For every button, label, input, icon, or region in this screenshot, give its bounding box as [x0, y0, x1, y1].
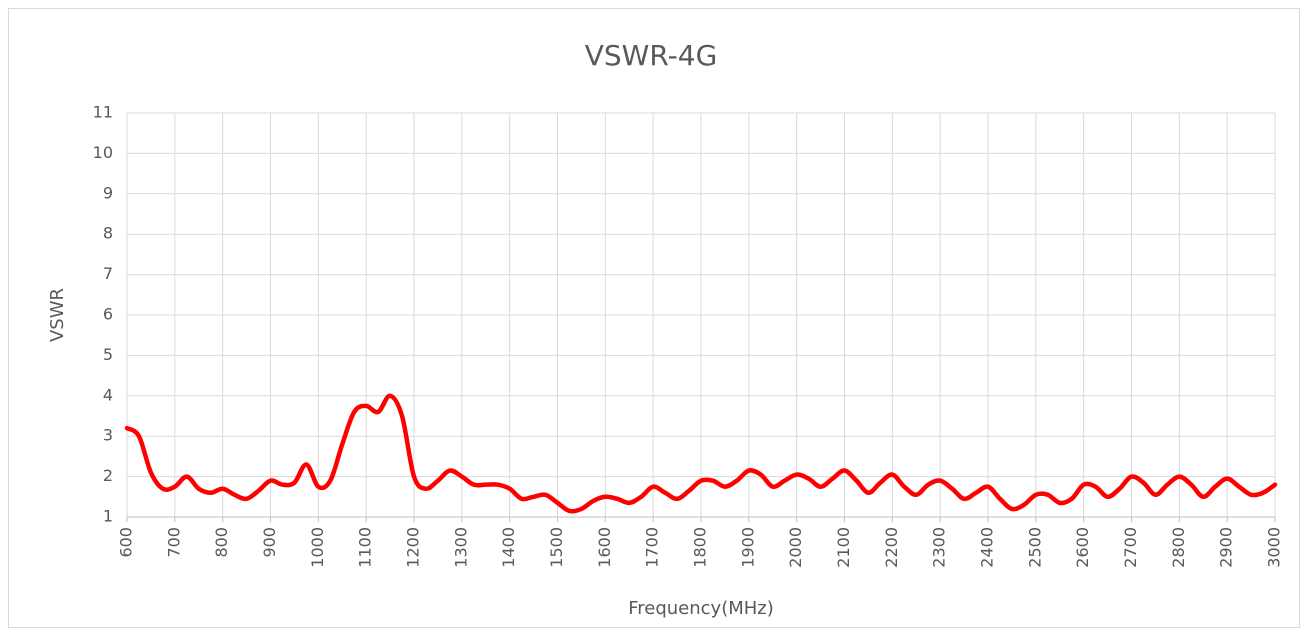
x-tick-label: 1700	[643, 527, 662, 568]
x-tick-label: 2000	[786, 527, 805, 568]
x-tick-label: 2600	[1073, 527, 1092, 568]
y-axis-label: VSWR	[47, 288, 68, 342]
x-tick-label: 700	[164, 527, 183, 558]
x-tick-label: 1200	[404, 527, 423, 568]
x-tick-label: 2700	[1121, 527, 1140, 568]
x-tick-label: 900	[260, 527, 279, 558]
x-tick-label: 1300	[451, 527, 470, 568]
x-tick-label: 1100	[356, 527, 375, 568]
y-tick-label: 3	[103, 426, 113, 445]
x-tick-label: 1800	[691, 527, 710, 568]
x-tick-label: 1900	[738, 527, 757, 568]
y-tick-label: 5	[103, 345, 113, 364]
x-tick-label: 800	[212, 527, 231, 558]
y-tick-label: 1	[103, 507, 113, 526]
x-tick-label: 2200	[882, 527, 901, 568]
x-axis-label: Frequency(MHz)	[628, 598, 774, 619]
y-tick-label: 6	[103, 305, 113, 324]
y-tick-label: 8	[103, 224, 113, 243]
x-tick-label: 1600	[595, 527, 614, 568]
y-tick-label: 11	[93, 103, 113, 122]
x-tick-label: 1400	[499, 527, 518, 568]
y-tick-label: 2	[103, 466, 113, 485]
chart-border	[8, 8, 1300, 628]
x-tick-label: 2900	[1217, 527, 1236, 568]
x-tick-label: 2400	[978, 527, 997, 568]
x-tick-label: 3000	[1265, 527, 1284, 568]
x-tick-label: 2300	[930, 527, 949, 568]
chart-title: VSWR-4G	[585, 39, 718, 72]
x-tick-label: 1000	[308, 527, 327, 568]
x-tick-label: 2100	[834, 527, 853, 568]
y-tick-label: 7	[103, 264, 113, 283]
y-tick-label: 10	[93, 143, 113, 162]
x-tick-label: 1500	[547, 527, 566, 568]
series-line	[124, 393, 1278, 514]
y-tick-label: 4	[103, 385, 113, 404]
x-tick-label: 2800	[1169, 527, 1188, 568]
x-tick-label: 600	[117, 527, 136, 558]
x-tick-label: 2500	[1025, 527, 1044, 568]
y-tick-label: 9	[103, 183, 113, 202]
